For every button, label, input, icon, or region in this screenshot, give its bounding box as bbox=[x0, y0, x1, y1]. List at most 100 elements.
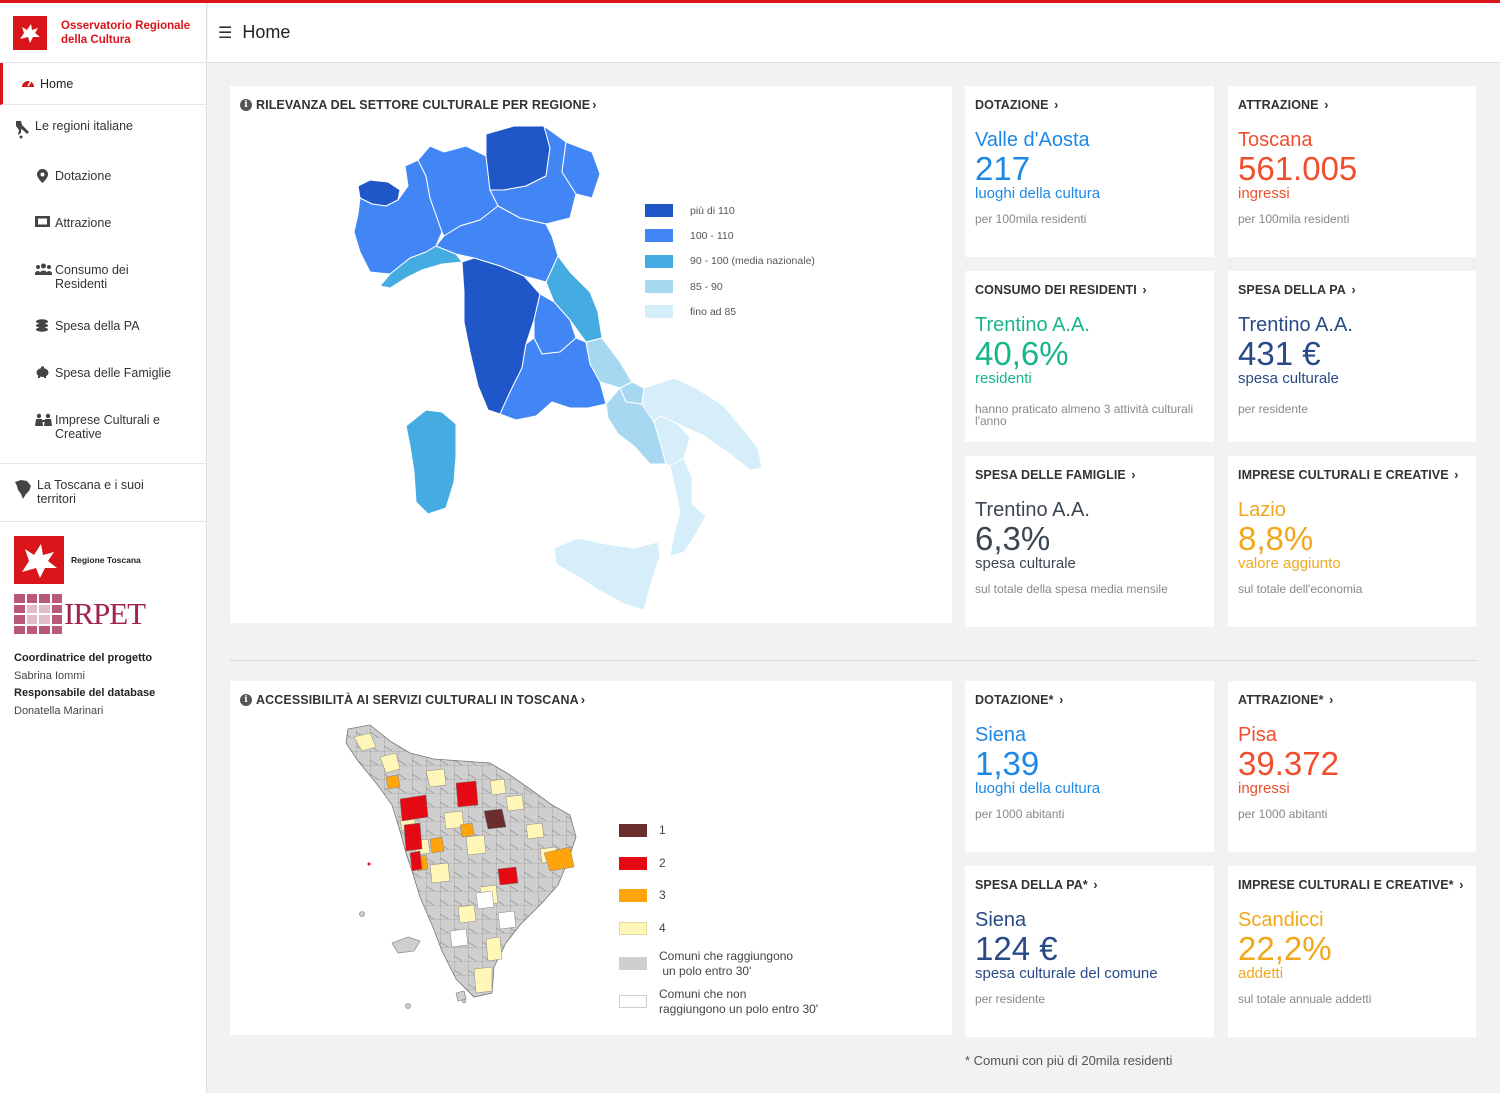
sidebar-item-label: Attrazione bbox=[55, 216, 112, 230]
legend-label: 90 - 100 (media nazionale) bbox=[690, 255, 815, 268]
chevron-right-icon: › bbox=[1050, 98, 1059, 112]
stat-title: IMPRESE CULTURALI E CREATIVE* bbox=[1238, 878, 1454, 892]
legend-label: 1 bbox=[659, 822, 666, 837]
sidebar-item-imprese[interactable]: Imprese Culturali e Creative bbox=[0, 413, 206, 463]
legend-label: Comuni che raggiungono bbox=[659, 948, 794, 963]
region-liguria bbox=[379, 245, 463, 289]
stat-region: Siena bbox=[975, 724, 1027, 746]
sidebar-item-attrazione[interactable]: Attrazione bbox=[0, 216, 206, 263]
header: ☰ Home bbox=[208, 3, 1500, 63]
stat-unit: ingressi bbox=[1238, 780, 1290, 797]
legend-swatch bbox=[619, 856, 647, 870]
sidebar-item-home[interactable]: Home bbox=[0, 63, 206, 105]
stat-value: 1,39 bbox=[975, 745, 1040, 782]
legend-swatch bbox=[619, 957, 647, 971]
legend-item: 100 - 110 bbox=[645, 223, 815, 248]
region-sicilia bbox=[553, 537, 661, 611]
stat-card-attrazione-toscana[interactable]: ATTRAZIONE* › Pisa 39.372 ingressi per 1… bbox=[1228, 681, 1476, 852]
stat-title: ATTRAZIONE* bbox=[1238, 693, 1324, 707]
hamburger-menu-icon[interactable]: ☰ bbox=[218, 24, 233, 42]
info-icon[interactable]: i bbox=[240, 694, 252, 706]
sidebar-group-toscana[interactable]: La Toscana e i suoi territori bbox=[0, 464, 206, 521]
tuscany-icon bbox=[13, 478, 33, 503]
stat-region: Trentino A.A. bbox=[1238, 314, 1353, 336]
legend-item: fino ad 85 bbox=[645, 299, 815, 324]
legend-swatch bbox=[619, 995, 647, 1009]
legend-swatch bbox=[645, 204, 673, 218]
stat-card-dotazione-toscana[interactable]: DOTAZIONE* › Siena 1,39 luoghi della cul… bbox=[965, 681, 1214, 852]
stat-title: IMPRESE CULTURALI E CREATIVE bbox=[1238, 468, 1449, 482]
section-divider bbox=[230, 660, 1477, 661]
sidebar-group-label-2: territori bbox=[37, 492, 76, 506]
chevron-right-icon: › bbox=[1089, 878, 1098, 892]
stat-note: hanno praticato almeno 3 attività cultur… bbox=[975, 402, 1194, 428]
legend-item: più di 110 bbox=[645, 198, 815, 223]
sidebar-item-spesa-famiglie[interactable]: Spesa delle Famiglie bbox=[0, 366, 206, 413]
stat-card-spesa-pa[interactable]: SPESA DELLA PA › Trentino A.A. 431 € spe… bbox=[1228, 271, 1476, 442]
ticket-icon bbox=[35, 216, 50, 230]
legend-swatch bbox=[645, 254, 673, 268]
stat-card-consumo[interactable]: CONSUMO DEI RESIDENTI › Trentino A.A. 40… bbox=[965, 271, 1214, 442]
sidebar-item-spesa-pa[interactable]: Spesa della PA bbox=[0, 319, 206, 366]
italy-icon bbox=[13, 119, 31, 142]
stat-note: per 100mila residenti bbox=[1238, 212, 1350, 226]
sidebar-item-dotazione[interactable]: Dotazione bbox=[0, 169, 206, 216]
sidebar: Osservatorio Regionale della Cultura Hom… bbox=[0, 3, 207, 1093]
sidebar-item-label: Dotazione bbox=[55, 169, 112, 183]
stat-region: Toscana bbox=[1238, 129, 1313, 151]
pegasus-logo-icon bbox=[14, 536, 64, 584]
legend-item: Comuni che raggiungono un polo entro 30' bbox=[619, 945, 818, 983]
footnote: * Comuni con più di 20mila residenti bbox=[965, 1053, 1173, 1068]
stat-region: Lazio bbox=[1238, 499, 1286, 521]
chevron-right-icon: › bbox=[1138, 283, 1147, 297]
legend-label: fino ad 85 bbox=[690, 305, 737, 318]
stat-region: Siena bbox=[975, 909, 1027, 931]
stat-unit: luoghi della cultura bbox=[975, 185, 1101, 202]
sidebar-item-label: Spesa delle Famiglie bbox=[55, 366, 172, 380]
map-title-text: RILEVANZA DEL SETTORE CULTURALE PER REGI… bbox=[256, 98, 591, 112]
coord-name: Sabrina Iommi bbox=[14, 669, 85, 682]
stat-card-spesa-pa-toscana[interactable]: SPESA DELLA PA* › Siena 124 € spesa cult… bbox=[965, 866, 1214, 1037]
stat-value: 217 bbox=[975, 150, 1031, 187]
legend-label: 4 bbox=[659, 920, 666, 935]
stat-card-spesa-famiglie[interactable]: SPESA DELLE FAMIGLIE › Trentino A.A. 6,3… bbox=[965, 456, 1214, 627]
stat-note: sul totale annuale addetti bbox=[1238, 992, 1372, 1006]
stat-value: 40,6% bbox=[975, 335, 1069, 372]
top-accent-line bbox=[0, 0, 1500, 3]
stat-title: CONSUMO DEI RESIDENTI bbox=[975, 283, 1137, 297]
sidebar-item-label: Imprese Culturali e bbox=[55, 413, 160, 427]
map-title-italy[interactable]: i RILEVANZA DEL SETTORE CULTURALE PER RE… bbox=[240, 98, 596, 112]
brand[interactable]: Osservatorio Regionale della Cultura bbox=[0, 3, 206, 63]
legend-label: 2 bbox=[659, 855, 666, 870]
legend-item: 3 bbox=[619, 879, 818, 912]
pegasus-logo-icon bbox=[13, 15, 47, 50]
sidebar-group-regioni[interactable]: Le regioni italiane bbox=[0, 105, 206, 169]
stat-value: 6,3% bbox=[975, 520, 1051, 557]
chevron-right-icon: › bbox=[1455, 878, 1464, 892]
map-legend-italy: più di 110 100 - 110 90 - 100 (media naz… bbox=[645, 198, 815, 324]
italy-map bbox=[353, 125, 763, 611]
stat-value: 8,8% bbox=[1238, 520, 1314, 557]
legend-swatch bbox=[645, 280, 673, 294]
stat-unit: valore aggiunto bbox=[1238, 555, 1341, 572]
stat-value: 431 € bbox=[1238, 335, 1321, 372]
map-title-tuscany[interactable]: i ACCESSIBILITÀ AI SERVIZI CULTURALI IN … bbox=[240, 693, 585, 707]
irpet-mark-icon bbox=[14, 594, 62, 634]
legend-item: 85 - 90 bbox=[645, 274, 815, 299]
regione-toscana-logo[interactable]: Regione Toscana bbox=[14, 536, 206, 584]
stat-unit: luoghi della cultura bbox=[975, 780, 1101, 797]
legend-item: 2 bbox=[619, 847, 818, 880]
credits: Coordinatrice del progetto Sabrina Iommi… bbox=[0, 634, 206, 720]
stat-region: Trentino A.A. bbox=[975, 314, 1090, 336]
stat-region: Trentino A.A. bbox=[975, 499, 1090, 521]
stat-card-imprese-toscana[interactable]: IMPRESE CULTURALI E CREATIVE* › Scandicc… bbox=[1228, 866, 1476, 1037]
stat-card-dotazione[interactable]: DOTAZIONE › Valle d'Aosta 217 luoghi del… bbox=[965, 86, 1214, 257]
irpet-logo[interactable]: IRPET bbox=[14, 594, 206, 634]
stat-card-attrazione[interactable]: ATTRAZIONE › Toscana 561.005 ingressi pe… bbox=[1228, 86, 1476, 257]
info-icon[interactable]: i bbox=[240, 99, 252, 111]
sidebar-item-consumo[interactable]: Consumo dei Residenti bbox=[0, 263, 206, 319]
stat-card-imprese[interactable]: IMPRESE CULTURALI E CREATIVE › Lazio 8,8… bbox=[1228, 456, 1476, 627]
legend-label: 85 - 90 bbox=[690, 280, 723, 293]
stat-region: Valle d'Aosta bbox=[975, 129, 1090, 151]
legend-swatch bbox=[619, 823, 647, 837]
